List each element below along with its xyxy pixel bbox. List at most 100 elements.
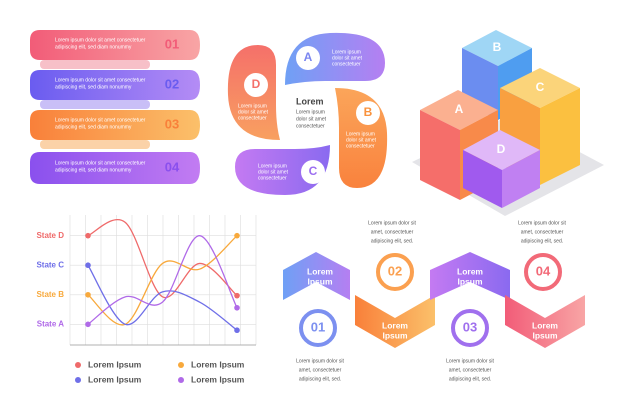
step-title: Lorem xyxy=(532,320,558,330)
series-line xyxy=(87,219,238,299)
end-point xyxy=(234,304,240,311)
end-point xyxy=(234,232,240,239)
center-text: dolor sit amet xyxy=(296,116,327,122)
step-title: Lorem xyxy=(457,266,483,276)
cube-side xyxy=(502,150,540,208)
banner-text: Lorem ipsum dolor sit amet consectetuer xyxy=(55,160,146,166)
petal xyxy=(235,145,330,195)
chevrons: 01 02 03 04 Lorem Ipsum Lorem Ipsum Lore… xyxy=(283,220,585,382)
banner xyxy=(30,70,200,100)
petal-badge xyxy=(356,101,380,125)
step-circle xyxy=(376,253,414,291)
y-tick-label: State C xyxy=(36,260,64,269)
legend-swatch xyxy=(178,362,184,368)
cube-label: C xyxy=(536,80,545,94)
step-circle xyxy=(524,253,562,291)
cube-top xyxy=(420,90,498,130)
cube-label: A xyxy=(455,102,464,116)
line-chart: State A State B State C State D Lorem Ipsum L… xyxy=(36,215,257,384)
step-circle xyxy=(451,309,489,347)
step-title: Lorem xyxy=(382,320,408,330)
pinwheel: A B C D Lorem ipsum dolor sit amet conse… xyxy=(227,32,388,195)
chevron xyxy=(283,252,350,300)
step-number: 04 xyxy=(536,263,551,278)
center-text: consectetuer xyxy=(296,123,325,129)
banner-number: 03 xyxy=(165,116,179,131)
step-title: Lorem xyxy=(307,266,333,276)
banner-text: adipiscing elit, sed diam nonummy xyxy=(55,167,132,173)
banner-fold xyxy=(40,60,150,69)
petal-text: dolor sit amet xyxy=(238,109,269,115)
banner-text: adipiscing elit, sed diam nonummy xyxy=(55,84,132,90)
petal-badge xyxy=(296,46,320,70)
end-point xyxy=(234,327,240,334)
end-point xyxy=(85,321,91,328)
step-number: 03 xyxy=(463,319,477,334)
cube-side xyxy=(420,110,460,200)
banner-number: 02 xyxy=(165,76,179,91)
series-line xyxy=(87,264,238,331)
end-point xyxy=(234,292,240,299)
chevron xyxy=(430,252,510,300)
banner-text: adipiscing elit, sed diam nonummy xyxy=(55,44,132,50)
banner-fold xyxy=(40,140,150,149)
petal-label: C xyxy=(309,164,318,178)
step-title: Ipsum xyxy=(382,330,407,340)
step-number: 01 xyxy=(311,319,325,334)
petal-label: D xyxy=(252,77,261,91)
step-text: adipiscing elit, sed. xyxy=(299,376,341,382)
step-text: adipiscing elit, sed. xyxy=(449,376,491,382)
banner-text: Lorem ipsum dolor sit amet consectetuer xyxy=(55,37,146,43)
petal-label: A xyxy=(304,50,313,64)
petal-text: consectetuer xyxy=(332,61,361,67)
banner xyxy=(30,30,200,60)
cube-label: D xyxy=(497,142,506,156)
step-text: amet, consectetuer xyxy=(299,367,342,373)
petal-text: Lorem ipsum xyxy=(238,103,267,109)
y-tick-label: State D xyxy=(36,231,64,240)
petal-text: consectetuer xyxy=(346,143,375,149)
petal-badge xyxy=(301,160,325,184)
cube-top xyxy=(463,130,540,170)
petal-text: Lorem ipsum xyxy=(258,163,287,169)
legend-label: Lorem Ipsum xyxy=(191,374,245,384)
step-text: Lorem ipsum dolor sit xyxy=(446,358,494,364)
banner-number: 04 xyxy=(165,159,180,174)
step-title: Ipsum xyxy=(532,330,557,340)
center-text: Lorem ipsum xyxy=(296,109,325,115)
cubes: A B C D xyxy=(412,30,604,216)
petal-badge xyxy=(244,73,268,97)
step-text: adipiscing elit, sed. xyxy=(521,238,563,244)
cube-label: B xyxy=(493,40,502,54)
petal-text: consectetuer xyxy=(238,115,267,121)
banner-text: Lorem ipsum dolor sit amet consectetuer xyxy=(55,117,146,123)
petal-text: dolor sit amet xyxy=(332,55,363,61)
end-point xyxy=(85,232,91,239)
step-text: Lorem ipsum dolor sit xyxy=(296,358,344,364)
step-title: Ipsum xyxy=(307,276,332,286)
banner xyxy=(30,110,200,140)
legend-label: Lorem Ipsum xyxy=(88,374,142,384)
petal-text: Lorem ipsum xyxy=(332,49,361,55)
step-text: Lorem ipsum dolor sit xyxy=(368,220,416,226)
chevron xyxy=(505,295,585,348)
banner-text: Lorem ipsum dolor sit amet consectetuer xyxy=(55,77,146,83)
step-text: amet, consectetuer xyxy=(371,229,414,235)
series-line xyxy=(87,235,238,325)
banner-number: 01 xyxy=(165,36,179,51)
center-title: Lorem xyxy=(296,96,324,106)
step-text: amet, consectetuer xyxy=(449,367,492,373)
banners: 01 02 03 04 Lorem ipsum dolor sit amet c… xyxy=(30,30,200,184)
banner-text: adipiscing elit, sed diam nonummy xyxy=(55,124,132,130)
cube-side xyxy=(463,150,502,208)
petal xyxy=(285,32,385,85)
banner xyxy=(30,152,200,184)
step-title: Ipsum xyxy=(457,276,482,286)
series-line xyxy=(87,235,238,326)
petal-label: B xyxy=(364,105,373,119)
y-tick-label: State A xyxy=(37,319,64,328)
step-text: adipiscing elit, sed. xyxy=(371,238,413,244)
legend-label: Lorem Ipsum xyxy=(191,359,245,369)
chevron xyxy=(355,295,435,348)
